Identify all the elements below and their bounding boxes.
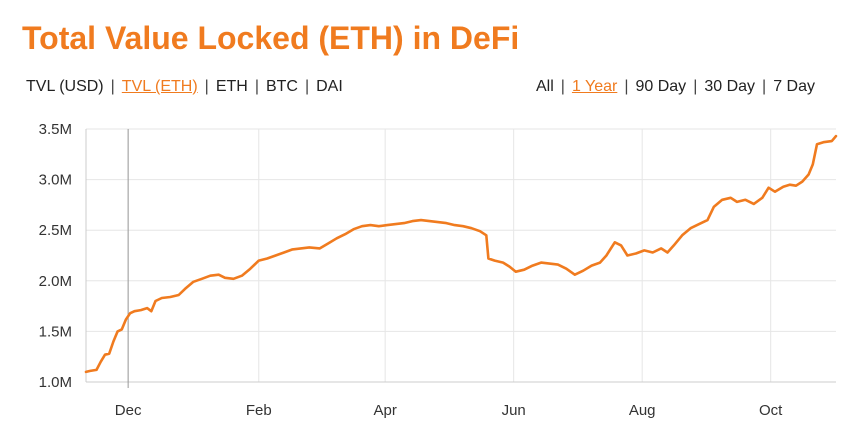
separator: |: [762, 78, 767, 95]
x-tick-label: Oct: [759, 402, 783, 419]
separator: |: [624, 78, 629, 95]
y-tick-label: 2.0M: [39, 273, 72, 290]
x-tick-label: Aug: [629, 402, 656, 419]
x-tick-label: Apr: [373, 402, 396, 419]
separator: |: [254, 78, 259, 95]
y-tick-label: 1.0M: [39, 374, 72, 391]
y-tick-label: 3.0M: [39, 172, 72, 189]
x-tick-label: Jun: [502, 402, 526, 419]
y-axis-labels: 1.0M 1.5M 2.0M 2.5M 3.0M 3.5M: [39, 121, 72, 391]
x-tick-label: Dec: [115, 402, 142, 419]
chart-series: [84, 134, 838, 374]
range-option-7-day[interactable]: 7 Day: [773, 78, 815, 95]
page-title: Total Value Locked (ETH) in DeFi: [22, 20, 520, 56]
x-tick-label: Feb: [246, 402, 272, 419]
metric-toggle-group: TVL (USD) | TVL (ETH) | ETH | BTC | DAI: [26, 77, 343, 97]
separator: |: [304, 78, 310, 95]
y-tick-label: 2.5M: [39, 222, 72, 239]
y-tick-label: 1.5M: [39, 323, 72, 340]
tvl-eth-series-line: [84, 134, 838, 374]
separator: |: [110, 78, 115, 95]
range-option-1-year[interactable]: 1 Year: [571, 78, 618, 95]
separator: |: [560, 78, 565, 95]
metric-option-dai[interactable]: DAI: [316, 78, 343, 95]
separator: |: [204, 78, 209, 95]
metric-option-eth[interactable]: ETH: [215, 78, 248, 95]
metric-option-btc[interactable]: BTC: [265, 78, 298, 95]
metric-option-tvl-eth[interactable]: TVL (ETH): [121, 78, 198, 95]
range-option-90-day[interactable]: 90 Day: [635, 78, 687, 95]
separator: |: [693, 78, 698, 95]
range-toggle-group: All | 1 Year | 90 Day | 30 Day | 7 Day: [536, 77, 815, 97]
chart-grid: [85, 128, 836, 383]
range-option-all[interactable]: All: [536, 78, 554, 95]
y-tick-label: 3.5M: [39, 121, 72, 138]
metric-option-tvl-usd[interactable]: TVL (USD): [26, 78, 104, 95]
x-axis-labels: Dec Feb Apr Jun Aug Oct: [115, 402, 783, 419]
range-option-30-day[interactable]: 30 Day: [704, 78, 756, 95]
